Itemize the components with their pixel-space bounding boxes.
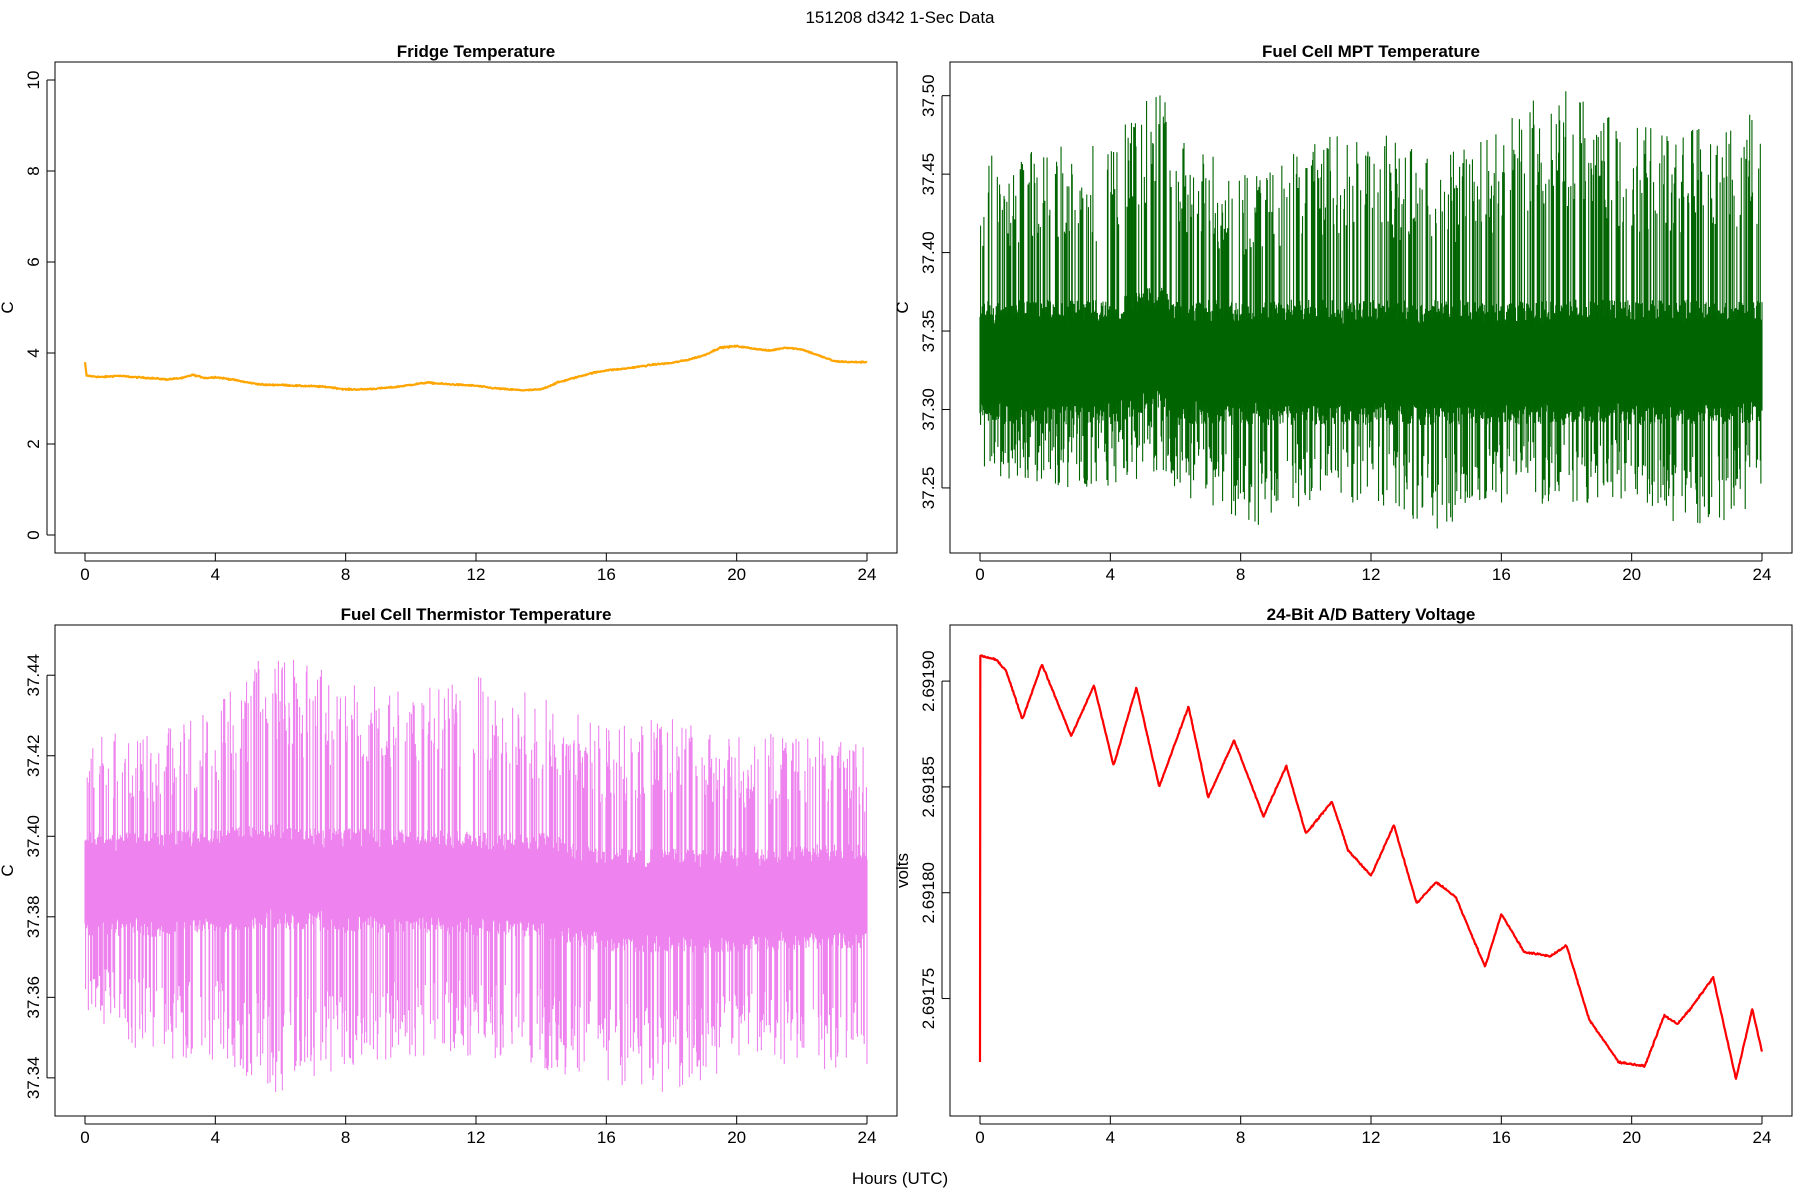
mpt-x-tick-label: 24 (1753, 565, 1772, 584)
mpt-title: Fuel Cell MPT Temperature (1262, 42, 1480, 61)
thermistor-y-tick-label: 37.40 (24, 815, 43, 858)
battery-y-tick-label: 2.69190 (919, 650, 938, 711)
thermistor-y-tick-label: 37.34 (24, 1057, 43, 1100)
thermistor-y-tick-label: 37.44 (24, 654, 43, 697)
mpt-y-tick-label: 37.25 (919, 467, 938, 510)
thermistor-series-band (85, 838, 867, 940)
fridge-title: Fridge Temperature (397, 42, 555, 61)
fridge-x-tick-label: 0 (80, 565, 89, 584)
battery-x-tick-label: 12 (1362, 1128, 1381, 1147)
thermistor-data (84, 659, 868, 1092)
panel-thermistor: Fuel Cell Thermistor Temperature 0 4 8 12 16 2… (0, 605, 898, 1147)
battery-data (978, 654, 1764, 1080)
fridge-x-tick-label: 24 (858, 565, 877, 584)
fridge-data (83, 344, 868, 392)
figure-title: 151208 d342 1-Sec Data (805, 8, 995, 27)
fridge-x-tick-label: 12 (467, 565, 486, 584)
panel-mpt: Fuel Cell MPT Temperature 0 4 8 12 16 20 24 37.2… (893, 42, 1793, 584)
mpt-x-tick-label: 8 (1236, 565, 1245, 584)
battery-title: 24-Bit A/D Battery Voltage (1267, 605, 1476, 624)
thermistor-y-tick-label: 37.42 (24, 734, 43, 777)
mpt-y-tick-label: 37.50 (919, 74, 938, 117)
thermistor-x-tick-label: 16 (597, 1128, 616, 1147)
fridge-y-tick-label: 4 (24, 348, 43, 357)
mpt-y-tick-label: 37.30 (919, 388, 938, 431)
fridge-y-tick-label: 0 (24, 530, 43, 539)
battery-x-tick-label: 16 (1492, 1128, 1511, 1147)
battery-x-tick-label: 4 (1106, 1128, 1115, 1147)
fridge-x-tick-label: 4 (211, 565, 220, 584)
fridge-x-tick-label: 20 (727, 565, 746, 584)
panel-battery: 24-Bit A/D Battery Voltage 0 4 8 12 16 20 24 2.6… (893, 605, 1793, 1147)
thermistor-x-tick-label: 4 (211, 1128, 220, 1147)
mpt-x-tick-label: 20 (1622, 565, 1641, 584)
mpt-y-tick-label: 37.35 (919, 310, 938, 353)
mpt-x-tick-label: 16 (1492, 565, 1511, 584)
fridge-y-axis-label: C (0, 301, 17, 313)
battery-y-axis-label: volts (893, 853, 912, 888)
thermistor-title: Fuel Cell Thermistor Temperature (341, 605, 612, 624)
mpt-y-tick-label: 37.45 (919, 153, 938, 196)
fridge-y-tick-label: 8 (24, 166, 43, 175)
thermistor-x-tick-label: 12 (467, 1128, 486, 1147)
fridge-y-tick-label: 6 (24, 257, 43, 266)
mpt-y-tick-label: 37.40 (919, 231, 938, 274)
battery-y-tick-label: 2.69175 (919, 968, 938, 1029)
fridge-series-line (83, 344, 868, 392)
mpt-x-tick-label: 0 (975, 565, 984, 584)
thermistor-y-tick-label: 37.38 (24, 896, 43, 939)
thermistor-x-tick-label: 20 (727, 1128, 746, 1147)
fridge-y-tick-label: 10 (24, 71, 43, 90)
chart-panels: Fridge Temperature048121620240246810CFue… (0, 42, 1793, 1147)
battery-x-tick-label: 20 (1622, 1128, 1641, 1147)
thermistor-y-tick-label: 37.36 (24, 976, 43, 1019)
thermistor-x-tick-label: 24 (858, 1128, 877, 1147)
mpt-data (979, 91, 1763, 529)
battery-x-tick-label: 8 (1236, 1128, 1245, 1147)
thermistor-x-tick-label: 0 (80, 1128, 89, 1147)
mpt-x-tick-label: 12 (1362, 565, 1381, 584)
thermistor-x-tick-label: 8 (341, 1128, 350, 1147)
battery-x-tick-label: 0 (975, 1128, 984, 1147)
fridge-x-tick-label: 8 (341, 565, 350, 584)
battery-y-tick-label: 2.69185 (919, 756, 938, 817)
mpt-series-band (980, 302, 1762, 410)
mpt-y-axis-label: C (893, 301, 912, 313)
battery-series-line (978, 654, 1764, 1080)
fridge-x-tick-label: 16 (597, 565, 616, 584)
panel-fridge: Fridge Temperature048121620240246810C (0, 42, 898, 584)
figure-x-axis-label: Hours (UTC) (852, 1169, 948, 1188)
battery-x-tick-label: 24 (1753, 1128, 1772, 1147)
fridge-y-tick-label: 2 (24, 439, 43, 448)
thermistor-y-axis-label: C (0, 864, 17, 876)
battery-y-tick-label: 2.69180 (919, 862, 938, 923)
mpt-x-tick-label: 4 (1106, 565, 1115, 584)
